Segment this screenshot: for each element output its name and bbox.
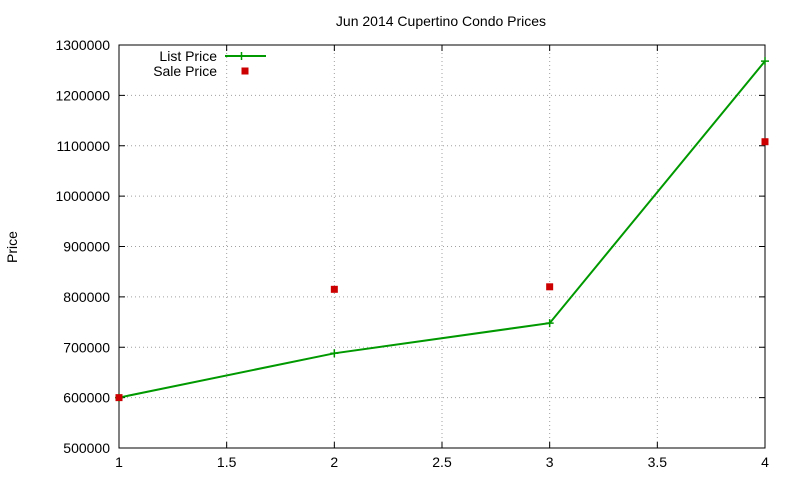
x-tick-label: 1 <box>115 454 123 470</box>
y-tick-label: 1300000 <box>55 37 110 53</box>
list-price-point <box>330 349 339 358</box>
x-tick-label: 2 <box>330 454 338 470</box>
legend: List Price Sale Price <box>153 48 266 79</box>
legend-label-sale-price: Sale Price <box>153 63 217 79</box>
grid <box>119 45 765 448</box>
y-tick-label: 700000 <box>63 339 110 355</box>
series <box>115 57 769 402</box>
y-tick-label: 1000000 <box>55 188 110 204</box>
chart-title: Jun 2014 Cupertino Condo Prices <box>336 13 546 29</box>
legend-marker-list-price <box>237 52 246 60</box>
list-price-point <box>545 319 554 328</box>
axis-ticks: 500000 600000 700000 800000 900000 1000000 110… <box>55 37 769 470</box>
legend-marker-sale-price <box>241 67 249 75</box>
sale-price-point <box>761 138 769 146</box>
y-tick-label: 800000 <box>63 289 110 305</box>
y-tick-label: 1100000 <box>57 138 111 154</box>
x-tick-label: 3.5 <box>648 454 668 470</box>
y-axis-label: Price <box>4 231 20 263</box>
plot-frame <box>118 44 766 449</box>
x-tick-label: 4 <box>761 454 769 470</box>
list-price-line <box>118 60 766 399</box>
list-price-point <box>761 57 769 66</box>
y-tick-label: 500000 <box>63 440 110 456</box>
x-tick-label: 2.5 <box>432 454 452 470</box>
x-tick-label: 3 <box>546 454 554 470</box>
sale-price-point <box>115 394 123 402</box>
x-tick-label: 1.5 <box>217 454 237 470</box>
sale-price-point <box>330 285 338 293</box>
y-tick-label: 900000 <box>63 239 110 255</box>
sale-price-point <box>546 283 554 291</box>
legend-label-list-price: List Price <box>159 48 217 64</box>
y-tick-label: 1200000 <box>55 87 110 103</box>
y-tick-label: 600000 <box>63 390 110 406</box>
